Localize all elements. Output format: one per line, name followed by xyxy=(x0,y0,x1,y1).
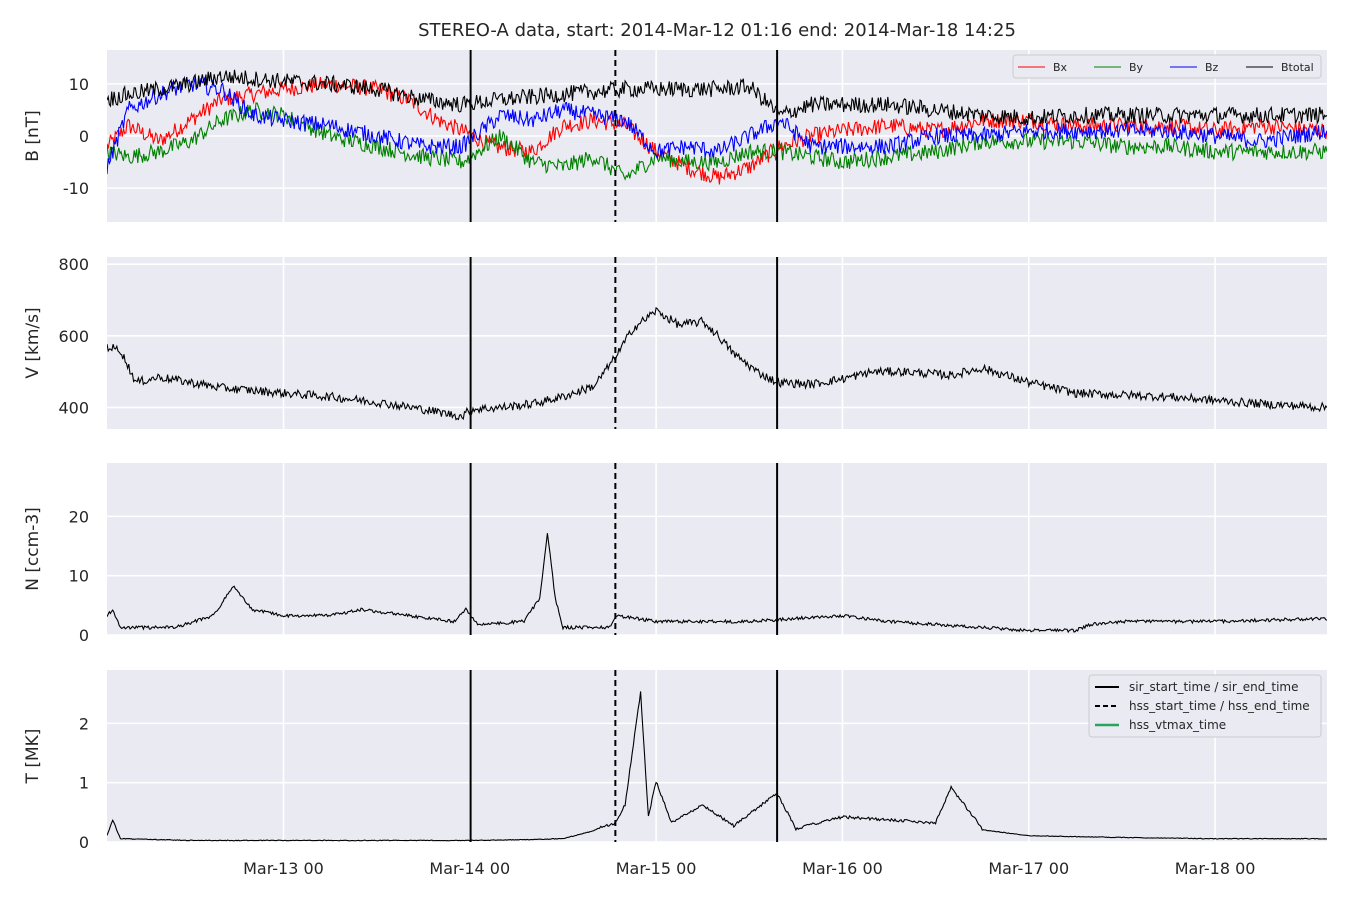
legend-label: By xyxy=(1129,61,1144,74)
y-tick-label: 2 xyxy=(79,714,89,733)
x-tick-label: Mar-16 00 xyxy=(802,859,883,878)
y-tick-label: 400 xyxy=(58,399,89,418)
series-group xyxy=(107,69,1327,185)
series-line-V xyxy=(107,306,1327,421)
legend-label: sir_start_time / sir_end_time xyxy=(1129,680,1299,694)
panel-V: 400 600 800 V [km/s] xyxy=(23,255,1327,429)
y-tick-label: 0 xyxy=(79,127,89,146)
y-tick-label: 600 xyxy=(58,327,89,346)
panel-N: 0 10 20 N [ccm-3] xyxy=(23,463,1327,645)
series-group xyxy=(107,306,1327,421)
y-axis-label: V [km/s] xyxy=(23,307,43,378)
legend-box xyxy=(1088,674,1322,738)
series-line-N xyxy=(107,533,1327,634)
y-tick-label: 10 xyxy=(69,75,89,94)
panel-B: -10 0 10 B [nT] xyxy=(23,50,1327,222)
legend-label: Bz xyxy=(1205,61,1219,74)
legend-label: hss_vtmax_time xyxy=(1129,718,1226,732)
legend-label: Bx xyxy=(1053,61,1068,74)
y-tick-label: 20 xyxy=(69,507,89,526)
series-group xyxy=(107,691,1327,842)
y-tick-label: 1 xyxy=(79,774,89,793)
y-axis-label: N [ccm-3] xyxy=(23,507,43,591)
y-axis-label: B [nT] xyxy=(23,110,43,162)
x-tick-label: Mar-18 00 xyxy=(1175,859,1256,878)
series-line-T xyxy=(107,691,1327,842)
legend-label: Btotal xyxy=(1281,61,1314,74)
b-legend: Bx By Bz Btotal xyxy=(1012,54,1322,79)
panel-background xyxy=(107,257,1327,429)
y-tick-label: 0 xyxy=(79,626,89,645)
series-line-Btotal xyxy=(107,69,1327,126)
series-group xyxy=(107,533,1327,634)
panel-background xyxy=(107,463,1327,635)
y-tick-label: 0 xyxy=(79,833,89,852)
series-line-Bx xyxy=(107,76,1327,185)
legend-box xyxy=(1012,54,1322,79)
x-tick-label: Mar-13 00 xyxy=(243,859,324,878)
series-line-By xyxy=(107,102,1327,181)
x-tick-label: Mar-15 00 xyxy=(616,859,697,878)
chart-title: STEREO-A data, start: 2014-Mar-12 01:16 … xyxy=(418,20,1016,41)
series-line-Bz xyxy=(107,75,1327,175)
x-tick-label: Mar-14 00 xyxy=(429,859,510,878)
y-tick-label: 10 xyxy=(69,567,89,586)
y-tick-label: 800 xyxy=(58,255,89,274)
legend-label: hss_start_time / hss_end_time xyxy=(1129,699,1310,713)
x-tick-label: Mar-17 00 xyxy=(988,859,1069,878)
y-axis-label: T [MK] xyxy=(23,729,43,785)
event-legend: sir_start_time / sir_end_time hss_start_t… xyxy=(1088,674,1322,738)
y-tick-label: -10 xyxy=(63,179,89,198)
